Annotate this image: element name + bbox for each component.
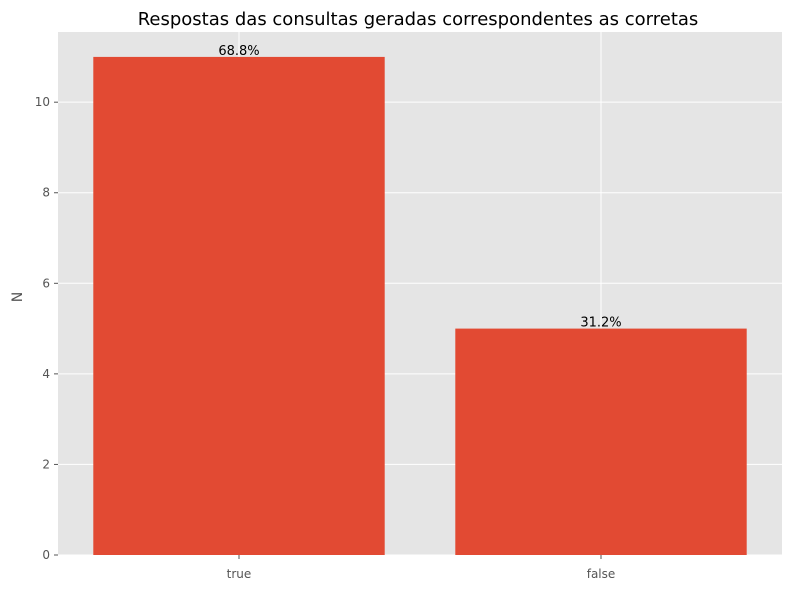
data-label-true: 68.8% xyxy=(218,44,259,59)
x-tick-label-true: true xyxy=(227,567,252,581)
data-labels: 68.8% 31.2% xyxy=(218,44,621,331)
y-tick-label: 0 xyxy=(42,548,50,562)
y-tick-label: 2 xyxy=(42,457,50,471)
data-label-false: 31.2% xyxy=(580,316,621,331)
bar-false xyxy=(455,328,747,555)
y-axis-label: N xyxy=(10,292,26,302)
y-tick-label: 6 xyxy=(42,276,50,290)
chart-title: Respostas das consultas geradas correspo… xyxy=(138,9,699,30)
bars xyxy=(93,56,747,556)
bar-true xyxy=(93,56,385,556)
y-tick-label: 4 xyxy=(42,367,50,381)
x-tick-label-false: false xyxy=(587,567,616,581)
y-axis-ticks: 0 2 4 6 8 10 xyxy=(35,95,58,562)
y-tick-label: 10 xyxy=(35,95,50,109)
x-axis-ticks: true false xyxy=(227,555,616,581)
y-tick-label: 8 xyxy=(42,186,50,200)
